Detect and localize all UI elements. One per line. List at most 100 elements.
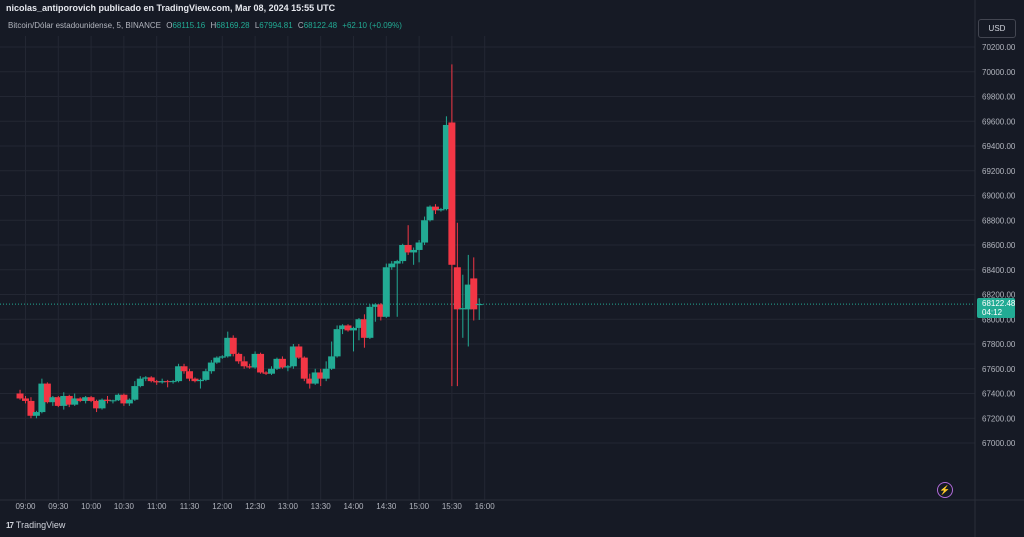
low-label: L bbox=[254, 21, 260, 30]
time-tick-label: 13:00 bbox=[278, 502, 299, 511]
candle-up bbox=[175, 366, 183, 382]
symbol-name[interactable]: Bitcoin/Dólar estadounidense, 5, BINANCE bbox=[8, 21, 161, 30]
candle-down bbox=[22, 398, 29, 401]
currency-button[interactable]: USD bbox=[978, 19, 1016, 38]
candle-up bbox=[289, 346, 297, 367]
candle-up bbox=[322, 368, 330, 379]
candle-up bbox=[371, 304, 379, 307]
symbol-legend: Bitcoin/Dólar estadounidense, 5, BINANCE… bbox=[8, 21, 402, 30]
time-tick-label: 10:00 bbox=[81, 502, 102, 511]
candle-down bbox=[54, 397, 62, 406]
time-tick-label: 09:30 bbox=[48, 502, 69, 511]
candle-down bbox=[431, 206, 439, 211]
candle-up bbox=[415, 242, 423, 250]
candle-down bbox=[246, 366, 254, 368]
last-price-badge: 68122.48 04:12 bbox=[977, 298, 1016, 319]
candle-down bbox=[27, 400, 35, 416]
last-price-value: 68122.48 bbox=[982, 299, 1016, 309]
candle-up bbox=[328, 356, 336, 369]
candle-up bbox=[60, 395, 68, 406]
time-tick-label: 14:30 bbox=[376, 502, 397, 511]
brand-name: TradingView bbox=[15, 520, 66, 530]
time-tick-label: 11:00 bbox=[147, 502, 167, 511]
change-value: +62.10 (+0.09%) bbox=[342, 21, 402, 30]
candle-down bbox=[240, 361, 248, 367]
candle-down bbox=[278, 358, 286, 368]
candle-up bbox=[464, 284, 472, 310]
time-tick-label: 12:00 bbox=[212, 502, 233, 511]
candle-down bbox=[180, 366, 188, 372]
candle-up bbox=[426, 206, 434, 221]
publisher-line: nicolas_antiporovich publicado en Tradin… bbox=[6, 3, 336, 13]
candle-up bbox=[355, 319, 363, 328]
open-label: O bbox=[166, 21, 173, 30]
candle-down bbox=[185, 371, 193, 379]
candle-up bbox=[71, 398, 79, 405]
price-tick-label: 68800.00 bbox=[982, 216, 1016, 225]
header-bar: nicolas_antiporovich publicado en Tradin… bbox=[0, 0, 1024, 18]
candle-down bbox=[404, 245, 412, 253]
low-value: 67994.81 bbox=[259, 21, 293, 30]
time-tick-label: 09:00 bbox=[15, 502, 36, 511]
candle-down bbox=[16, 393, 24, 399]
candle-up bbox=[410, 249, 418, 253]
candle-up bbox=[213, 357, 221, 363]
candle-up bbox=[388, 263, 396, 268]
candle-up bbox=[284, 366, 292, 368]
close-value: 68122.48 bbox=[303, 21, 338, 30]
candle-up bbox=[196, 379, 204, 382]
time-tick-label: 11:30 bbox=[180, 502, 200, 511]
price-tick-label: 67200.00 bbox=[982, 414, 1016, 423]
candle-up bbox=[475, 304, 483, 306]
price-tick-label: 69800.00 bbox=[982, 93, 1016, 102]
tradingview-logo-icon: 17 bbox=[6, 521, 14, 530]
candle-down bbox=[43, 383, 51, 403]
price-tick-label: 67000.00 bbox=[982, 439, 1016, 448]
price-tick-label: 70200.00 bbox=[982, 43, 1016, 52]
candle-down bbox=[103, 399, 111, 401]
candle-down bbox=[453, 267, 461, 310]
candle-up bbox=[393, 261, 401, 264]
candle-down bbox=[257, 353, 265, 373]
candle-down bbox=[360, 319, 368, 338]
candle-down bbox=[93, 400, 101, 409]
candle-up bbox=[131, 386, 139, 400]
candle-up bbox=[114, 394, 122, 401]
candle-up bbox=[273, 358, 281, 369]
candle-down bbox=[147, 377, 155, 382]
candle-up bbox=[267, 368, 275, 374]
candle-down bbox=[235, 353, 243, 362]
tradingview-brand[interactable]: 17 TradingView bbox=[6, 520, 65, 530]
candle-up bbox=[202, 371, 210, 380]
price-tick-label: 67800.00 bbox=[982, 340, 1016, 349]
high-value: 68169.28 bbox=[216, 21, 250, 30]
candle-up bbox=[442, 124, 450, 210]
price-tick-label: 68400.00 bbox=[982, 266, 1016, 275]
candle-up bbox=[399, 245, 407, 262]
candle-up bbox=[421, 220, 429, 243]
candle-down bbox=[65, 395, 73, 405]
price-tick-label: 68200.00 bbox=[982, 291, 1016, 300]
lightning-icon[interactable]: ⚡ bbox=[937, 482, 953, 498]
price-tick-label: 67400.00 bbox=[982, 390, 1016, 399]
price-tick-label: 67600.00 bbox=[982, 365, 1016, 374]
candle-down bbox=[377, 304, 385, 317]
candle-up bbox=[32, 412, 40, 416]
open-value: 68115.16 bbox=[172, 21, 206, 30]
time-tick-label: 16:00 bbox=[475, 502, 496, 511]
price-tick-label: 69000.00 bbox=[982, 192, 1016, 201]
time-tick-label: 14:00 bbox=[343, 502, 364, 511]
candle-up bbox=[382, 267, 390, 317]
candle-up bbox=[109, 400, 117, 402]
time-tick-label: 12:30 bbox=[245, 502, 266, 511]
candle-up bbox=[38, 383, 46, 413]
candle-up bbox=[98, 399, 106, 409]
candle-up bbox=[82, 397, 90, 401]
time-tick-label: 15:30 bbox=[442, 502, 463, 511]
candle-down bbox=[262, 372, 270, 374]
candle-down bbox=[317, 372, 325, 379]
candle-up bbox=[311, 372, 319, 384]
price-tick-label: 69200.00 bbox=[982, 167, 1016, 176]
candle-up bbox=[251, 353, 259, 368]
